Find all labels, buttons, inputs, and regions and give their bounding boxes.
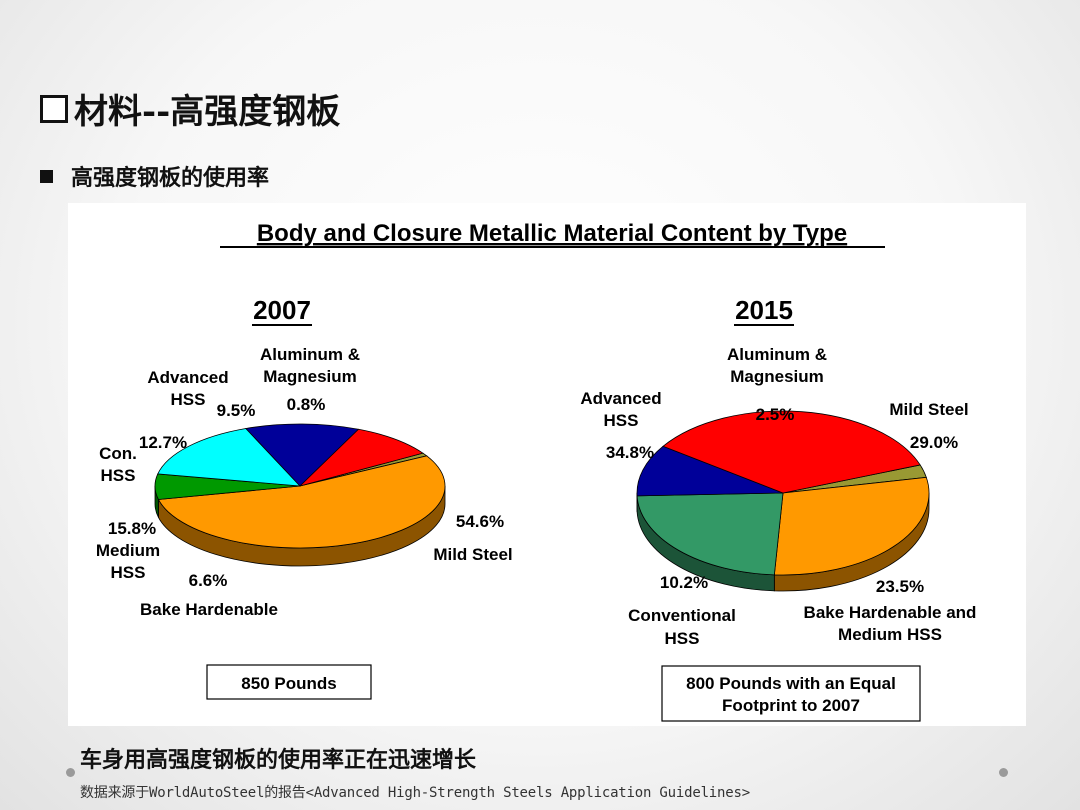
value-mild-2015: 29.0%: [910, 433, 958, 452]
pie-slice-2015-1: [636, 492, 784, 576]
value-con-2007: 12.7%: [139, 433, 187, 452]
source-citation: 数据来源于WorldAutoSteel的报告<Advanced High-Str…: [80, 785, 750, 801]
label-bake-line1-2015: Bake Hardenable and: [804, 603, 977, 622]
label-ahss-line2-2015: HSS: [604, 411, 639, 430]
label-al-line1-2007: Aluminum &: [260, 345, 360, 364]
label-bake-line2-2015: Medium HSS: [838, 625, 942, 644]
label-conv-line1-2015: Conventional: [628, 606, 736, 625]
pie-slice-2007-3: [245, 423, 360, 487]
value-al-2007: 0.8%: [287, 395, 326, 414]
label-con-line2-2007: HSS: [101, 466, 136, 485]
filled-square-bullet-icon: [40, 169, 53, 183]
label-mild-2007: Mild Steel: [433, 545, 512, 564]
year-label-2015: 2015: [735, 295, 793, 325]
label-mild-2015: Mild Steel: [889, 400, 968, 419]
pie-slice-2015-3: [662, 410, 921, 494]
pie-slice-2015-0: [773, 476, 930, 576]
bullet-heading: 高强度钢板的使用率: [40, 160, 269, 192]
total-label-2015-line2: Footprint to 2007: [722, 696, 860, 715]
value-med-2007: 15.8%: [108, 519, 156, 538]
label-al-line1-2015: Aluminum &: [727, 345, 827, 364]
labels-2007: Aluminum & Magnesium 0.8% Advanced HSS 9…: [96, 345, 513, 619]
value-ahss-2007: 9.5%: [217, 401, 256, 420]
label-ahss-line2-2007: HSS: [171, 390, 206, 409]
label-bake-2007: Bake Hardenable: [140, 600, 278, 619]
total-label-2007: 850 Pounds: [241, 674, 336, 693]
conclusion-text: 车身用高强度钢板的使用率正在迅速增长: [80, 748, 477, 773]
total-box-2007: [206, 664, 372, 700]
value-bake-2007: 6.6%: [189, 571, 228, 590]
chart-figure: Body and Closure Metallic Material Conte…: [68, 203, 1026, 726]
label-med-line1-2007: Medium: [96, 541, 160, 560]
value-conv-2015: 10.2%: [660, 573, 708, 592]
total-label-2015-line1: 800 Pounds with an Equal: [686, 674, 896, 693]
chart-title: Body and Closure Metallic Material Conte…: [257, 220, 847, 247]
pie-2015: [636, 410, 930, 592]
label-conv-line2-2015: HSS: [665, 629, 700, 648]
slide-title: 材料--高强度钢板: [40, 84, 340, 133]
pie-slice-2015-2: [636, 445, 784, 497]
pie-charts-svg: Body and Closure Metallic Material Conte…: [96, 220, 976, 722]
value-bake-2015: 23.5%: [876, 577, 924, 596]
year-label-2007: 2007: [253, 295, 311, 325]
label-med-line2-2007: HSS: [111, 563, 146, 582]
total-box-2015: [661, 665, 921, 722]
pie-slice-2007-2: [157, 428, 302, 487]
labels-2015: Aluminum & Magnesium 2.5% Advanced HSS 3…: [580, 345, 976, 648]
label-al-line2-2015: Magnesium: [730, 367, 824, 386]
slide-dot-left: [66, 768, 75, 777]
value-al-2015: 2.5%: [756, 405, 795, 424]
value-mild-2007: 54.6%: [456, 512, 504, 531]
label-con-line1-2007: Con.: [99, 444, 137, 463]
pie-slice-2007-4: [298, 428, 424, 487]
pie-2007: [154, 423, 446, 567]
value-ahss-2015: 34.8%: [606, 443, 654, 462]
label-al-line2-2007: Magnesium: [263, 367, 357, 386]
label-ahss-line1-2007: Advanced: [147, 368, 228, 387]
slide-title-text: 材料--高强度钢板: [74, 92, 341, 132]
hollow-square-icon: [40, 94, 68, 123]
slide-dot-right: [999, 768, 1008, 777]
bullet-heading-text: 高强度钢板的使用率: [71, 166, 270, 191]
pie-slice-2007-0: [157, 455, 446, 549]
label-ahss-line1-2015: Advanced: [580, 389, 661, 408]
